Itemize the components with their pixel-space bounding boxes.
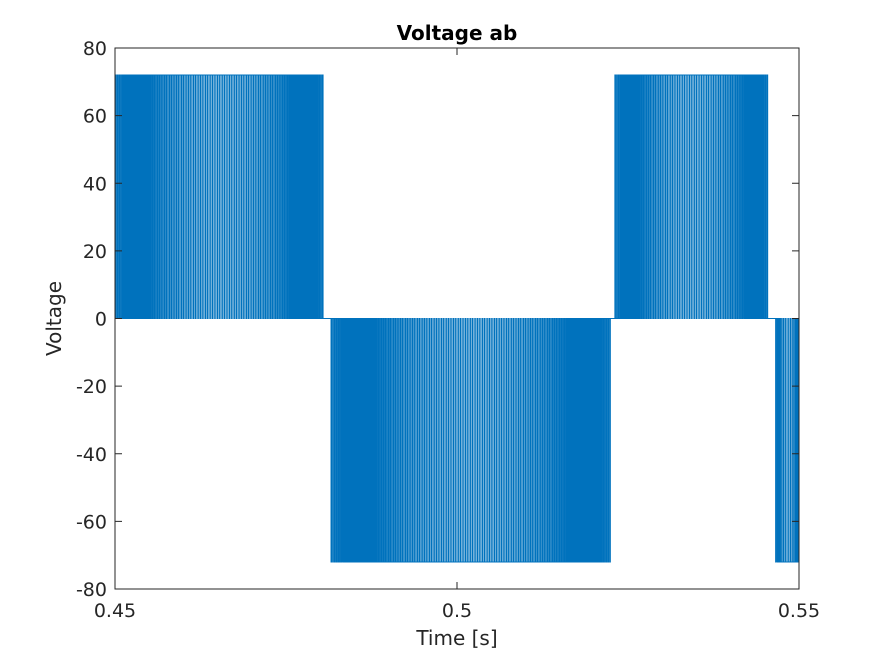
y-tick-label: -40: [76, 444, 107, 466]
x-tick-label: 0.55: [778, 600, 820, 622]
y-tick-label: -60: [76, 511, 107, 533]
chart-title: Voltage ab: [397, 21, 518, 45]
y-tick-label: -20: [76, 376, 107, 398]
y-tick-label: -80: [76, 579, 107, 601]
y-axis-ticks: -80 -60 -40 -20 0 20 40 60 80: [76, 38, 799, 601]
x-axis-ticks: 0.45 0.5 0.55: [94, 48, 820, 622]
y-tick-label: 40: [83, 173, 107, 195]
x-tick-label: 0.45: [94, 600, 136, 622]
x-axis-label: Time [s]: [415, 626, 497, 650]
y-tick-label: 20: [83, 241, 107, 263]
y-tick-label: 60: [83, 106, 107, 128]
y-tick-label: 80: [83, 38, 107, 60]
y-tick-label: 0: [95, 309, 107, 331]
series-voltage-ab: [115, 74, 799, 563]
y-axis-label: Voltage: [42, 281, 66, 356]
voltage-line: [115, 74, 799, 563]
x-tick-label: 0.5: [442, 600, 472, 622]
